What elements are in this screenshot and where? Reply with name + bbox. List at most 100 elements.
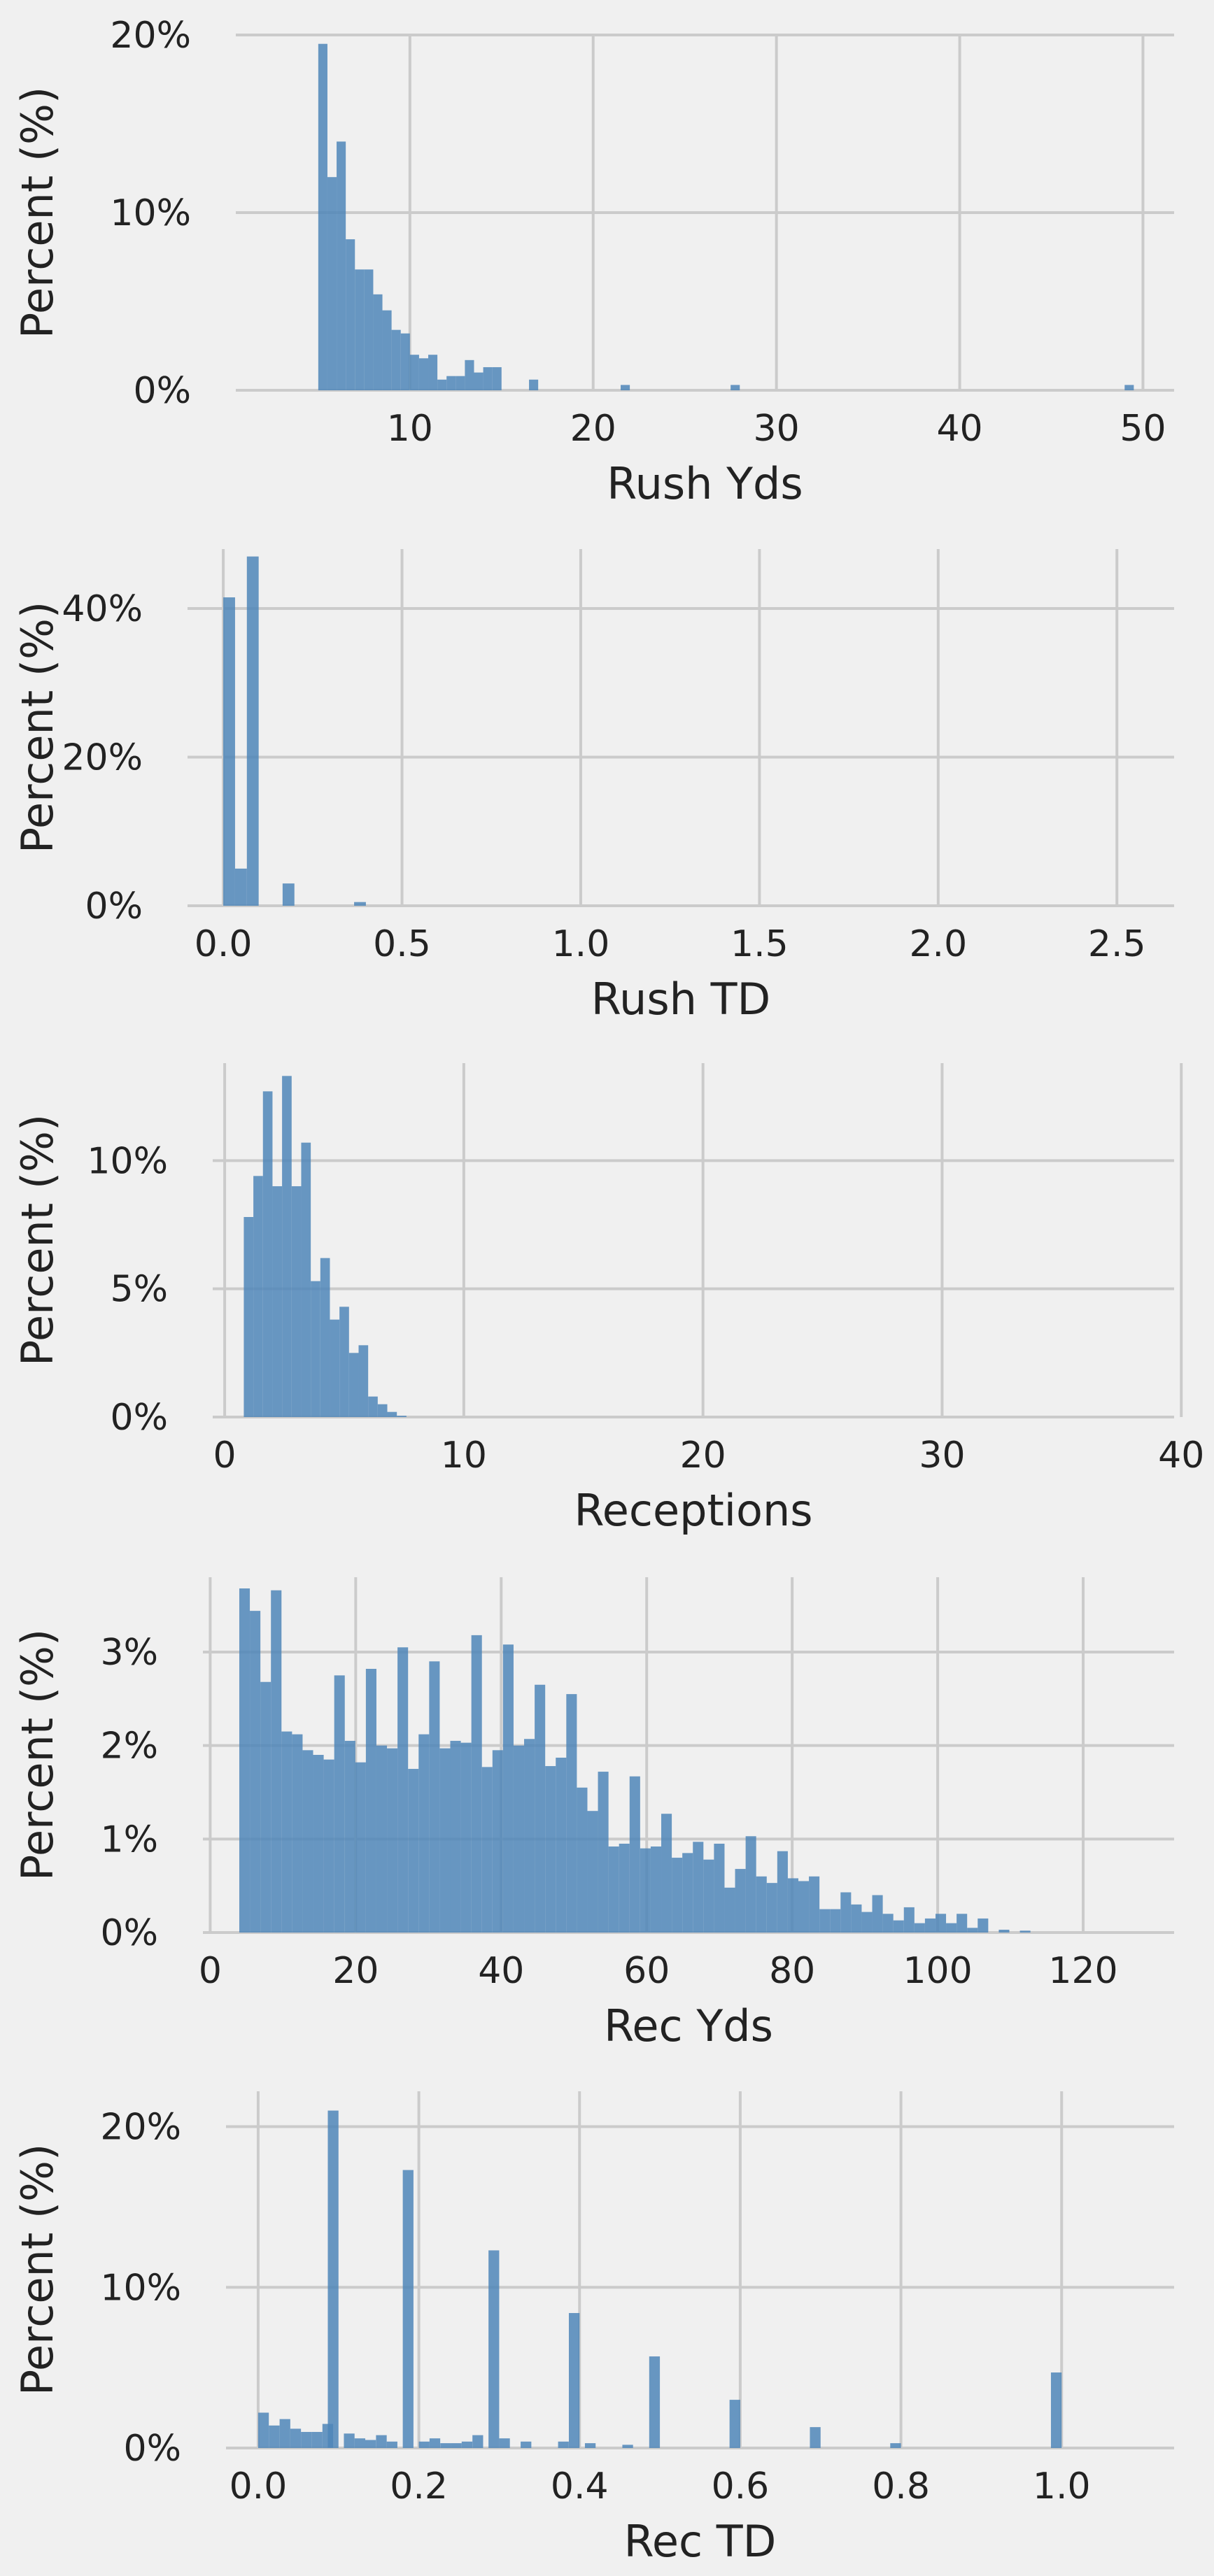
histogram-bar [492,1750,503,1933]
histogram-bar [661,1814,672,1933]
y-tick-label: 0% [134,370,192,412]
histogram-bar [301,1142,311,1417]
histogram-bar [524,1739,535,1933]
histogram-bar [729,2400,740,2448]
histogram-bar [400,333,410,390]
y-tick-label: 0% [111,1397,169,1439]
histogram-bar [840,1892,852,1933]
x-tick-label: 30 [919,1435,965,1476]
x-tick-label: 2.0 [909,923,967,965]
histogram-bar [650,1846,662,1933]
x-tick-label: 60 [623,1950,670,1992]
histogram-bar [598,1772,609,1933]
x-axis-label: Rush Yds [607,458,803,509]
x-tick-label: 40 [478,1950,524,1992]
y-tick-label: 10% [87,1140,168,1182]
histogram-bar [568,2313,580,2448]
histogram-bar [327,2110,339,2448]
histogram-bar [472,2435,484,2448]
histogram-bar [257,2412,269,2448]
y-tick-label: 2% [101,1725,159,1767]
histogram-bar [693,1842,704,1933]
histogram-bar [301,2432,312,2448]
histogram-bar [282,1076,292,1417]
histogram-bar [622,2445,633,2448]
histogram-bar [488,2250,500,2448]
y-tick-label: 20% [62,737,143,779]
histogram-bar [408,1769,419,1933]
x-tick-label: 2.5 [1088,923,1146,965]
histogram-bar [1050,2372,1062,2448]
histogram-bar [798,1881,810,1933]
x-axis-label: Rush TD [591,974,771,1025]
histogram-bar [682,1853,693,1933]
x-tick-label: 0.0 [230,2465,288,2507]
histogram-bar [437,379,447,390]
histogram-bar [311,2432,323,2448]
histogram-bar [397,1647,409,1933]
histogram-bar [292,1734,303,1933]
histogram-bar [262,1091,273,1417]
histogram-bar [391,329,401,390]
histogram-bar [302,1750,313,1933]
histogram-bar [344,1740,355,1933]
histogram-bar [243,1217,254,1417]
histogram-bar [577,1787,588,1933]
x-tick-label: 0.5 [373,923,431,965]
x-tick-label: 20 [680,1435,726,1476]
histogram-bar [451,2443,462,2448]
histogram-bar [239,1588,250,1933]
histogram-bar [355,1762,366,1933]
histogram-bar [830,1909,841,1933]
histogram-bar [474,372,484,390]
histogram-bar [558,2441,569,2448]
histogram-bar [529,379,539,390]
histogram-bar [291,1186,302,1417]
histogram-bar [355,269,365,390]
x-tick-label: 20 [570,408,616,450]
x-tick-label: 40 [1158,1435,1204,1476]
histogram-bar [893,1920,904,1933]
histogram-bar [311,1281,320,1417]
histogram-bar [320,1258,330,1417]
x-tick-label: 1.5 [730,923,789,965]
histogram-bar [387,1411,397,1417]
histogram-bar [446,376,456,390]
histogram-bar [364,269,374,390]
histogram-bar [250,1611,261,1933]
y-tick-label: 20% [100,2107,181,2149]
histogram-bar [735,1869,746,1933]
histogram-bar [330,1319,340,1417]
histogram-bar [481,1767,493,1933]
x-tick-label: 1.0 [1033,2465,1091,2507]
y-tick-label: 0% [124,2428,182,2470]
histogram-bar [756,1876,767,1933]
histogram-bar [373,294,383,390]
x-tick-label: 120 [1048,1950,1117,1992]
histogram-bar [386,2441,397,2448]
histogram-bar [619,1844,630,1933]
chart-panel-4: 0% 1% 2% 3% 0 20 40 60 80 100 120 Rec Yds Percent (%… [12,1577,1174,2051]
histogram-bar [365,2440,376,2448]
x-tick-label: 0.6 [712,2465,770,2507]
histogram-bar [365,1669,376,1933]
histogram-bar [809,1876,820,1933]
histogram-bar [608,1846,619,1933]
histogram-bar [903,1907,915,1933]
histogram-bar [429,1661,440,1933]
histogram-bar [246,556,259,906]
histogram-bar [714,1844,725,1933]
y-tick-label: 10% [100,2267,181,2309]
histogram-bar [957,1914,968,1933]
histogram-bar [649,2356,661,2448]
histogram-bar [914,1923,925,1933]
histogram-bar [584,2443,596,2448]
histogram-bar [313,1755,324,1933]
x-tick-label: 30 [754,408,800,450]
x-tick-label: 0 [213,1435,237,1476]
histogram-bar [946,1923,957,1933]
chart-panel-1: 0% 10% 20% 10 20 30 40 50 Rush Yds Percent (%) [12,15,1174,509]
x-tick-label: 10 [387,408,433,450]
histogram-bar [513,1745,525,1933]
histogram-bar [1019,1930,1031,1933]
